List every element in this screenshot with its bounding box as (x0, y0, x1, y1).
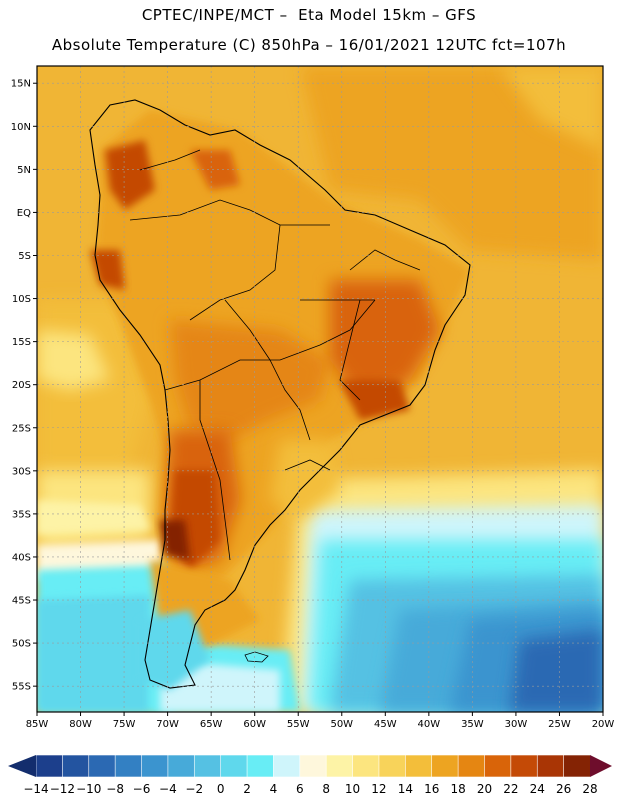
colorbar-cell (563, 754, 591, 778)
colorbar-label: −8 (106, 782, 124, 796)
lat-label: 35S (12, 509, 31, 520)
colorbar-cell (457, 754, 486, 778)
temperature-colorbar: −14 −12 −10 −8 −6 −4 −2 0 2 4 6 8 10 12 14 16 18 20 22 24 26… (8, 754, 612, 796)
colorbar-cell (114, 754, 143, 778)
colorbar-label: −12 (50, 782, 75, 796)
lat-label: 40S (12, 552, 31, 563)
colorbar-cell (484, 754, 512, 778)
colorbar-label: 0 (217, 782, 225, 796)
colorbar-label: 22 (503, 782, 518, 796)
lat-label: 5S (18, 251, 31, 262)
colorbar-cell (378, 754, 406, 778)
colorbar-label: 12 (371, 782, 386, 796)
colorbar-cell (88, 754, 116, 778)
map-frame (36, 65, 604, 713)
lat-label: 10N (11, 122, 31, 133)
colorbar-cell (246, 754, 275, 778)
lat-label: 5N (17, 165, 31, 176)
colorbar-label: 14 (398, 782, 413, 796)
lon-label: 55W (287, 719, 310, 730)
lon-label: 60W (243, 719, 266, 730)
lat-label: 55S (12, 682, 31, 693)
lon-label: 70W (156, 719, 179, 730)
colorbar-cell (193, 754, 222, 778)
colorbar-cell (62, 754, 90, 778)
lat-label: 15S (12, 337, 31, 348)
colorbar-label: 26 (556, 782, 571, 796)
lon-label: 45W (374, 719, 397, 730)
lat-label: 10S (12, 294, 31, 305)
colorbar-label: −10 (76, 782, 101, 796)
colorbar-cell (510, 754, 538, 778)
colorbar-cell (35, 754, 63, 778)
lon-label: 40W (418, 719, 441, 730)
lon-label: 85W (26, 719, 49, 730)
colorbar-label: 16 (424, 782, 439, 796)
longitude-labels: 85W 80W 75W 70W 65W 60W 55W 50W 45W 40W 35W 30W 25W 2… (26, 712, 615, 730)
latitude-labels: 15N 10N 5N EQ 5S 10S 15S 20S 25S 30S 35S 40S 45S 50S 5… (11, 79, 37, 693)
colorbar-cell (299, 754, 327, 778)
colorbar-label: 6 (296, 782, 304, 796)
lat-label: 15N (11, 79, 31, 90)
colorbar-label: −6 (133, 782, 151, 796)
colorbar-cell (352, 754, 380, 778)
colorbar-label: 2 (243, 782, 251, 796)
map-subtitle: Absolute Temperature (C) 850hPa – 16/01/… (51, 36, 567, 54)
colorbar-label: −2 (185, 782, 203, 796)
lon-label: 75W (113, 719, 136, 730)
lat-label: 50S (12, 639, 31, 650)
lat-label: 30S (12, 466, 31, 477)
lon-label: 25W (548, 719, 571, 730)
colorbar-cell (405, 754, 433, 778)
colorbar-cell (167, 754, 195, 778)
colorbar-label: 24 (530, 782, 545, 796)
lon-label: 65W (200, 719, 223, 730)
colorbar-cell (431, 754, 459, 778)
lat-label: 20S (12, 380, 31, 391)
graticule (36, 66, 604, 712)
colorbar-label: −4 (159, 782, 177, 796)
lat-label: EQ (17, 208, 31, 219)
temperature-field (37, 66, 603, 712)
colorbar-label: 4 (270, 782, 278, 796)
colorbar-cell (220, 754, 248, 778)
lon-label: 30W (505, 719, 528, 730)
colorbar-cell (325, 754, 354, 778)
colorbar-high-arrow (590, 755, 612, 777)
map-title: CPTEC/INPE/MCT – Eta Model 15km – GFS (141, 6, 477, 24)
colorbar-cell (141, 754, 169, 778)
lon-label: 20W (592, 719, 615, 730)
colorbar-cell (273, 754, 301, 778)
lon-label: 35W (461, 719, 484, 730)
colorbar-cell (536, 754, 565, 778)
lon-label: 80W (69, 719, 92, 730)
lat-label: 45S (12, 596, 31, 607)
colorbar-label: 8 (322, 782, 330, 796)
colorbar-label: −14 (23, 782, 48, 796)
lon-label: 50W (330, 719, 353, 730)
colorbar-low-arrow (8, 755, 36, 777)
colorbar-label: 18 (450, 782, 465, 796)
colorbar-label: 20 (477, 782, 492, 796)
lat-label: 25S (12, 423, 31, 434)
colorbar-label: 10 (345, 782, 360, 796)
colorbar-label: 28 (582, 782, 597, 796)
